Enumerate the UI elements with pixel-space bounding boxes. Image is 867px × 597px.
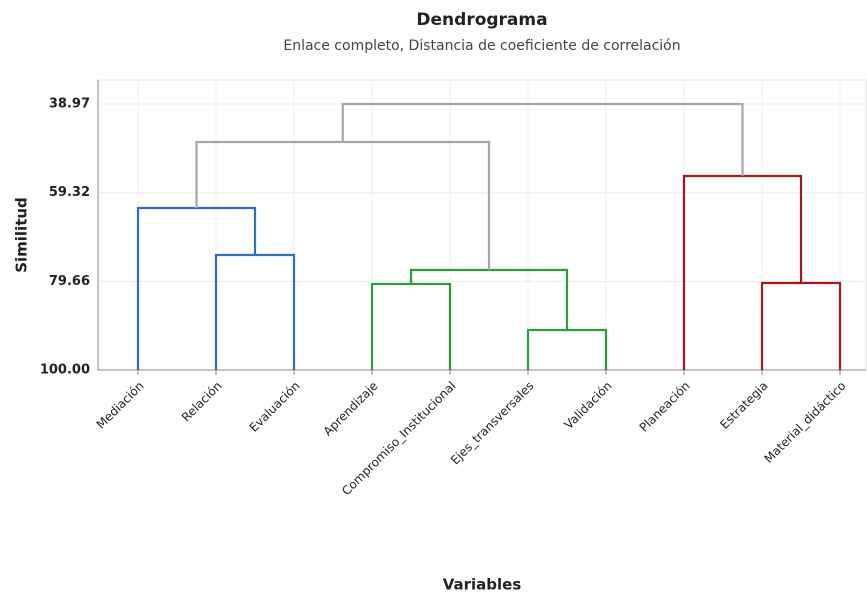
plot-frame: [97, 79, 867, 371]
y-axis-label: Similitud: [13, 197, 31, 273]
dendrogram-link: [136, 206, 257, 370]
dendrogram-link: [760, 281, 842, 370]
dendrogram-link: [409, 268, 569, 331]
leaf-label: Planeación: [637, 379, 693, 435]
dendrogram-link: [370, 282, 452, 370]
y-tick-label: 38.97: [49, 97, 90, 112]
dendrogram-link: [214, 253, 296, 370]
leaf-label: Estrategia: [717, 379, 770, 432]
leaf-label: Ejes_transversales: [448, 379, 537, 468]
leaf-label: Evaluación: [247, 379, 303, 435]
y-tick-label: 59.32: [49, 185, 90, 200]
x-axis-label: Variables: [443, 576, 522, 594]
dendrogram-link: [526, 328, 608, 370]
chart-title: Dendrograma: [416, 10, 547, 30]
leaf-label: Mediación: [94, 379, 147, 432]
y-tick-label: 100.00: [40, 363, 90, 378]
chart-subtitle: Enlace completo, Distancia de coeficient…: [283, 38, 680, 54]
dendrogram-link: [195, 140, 491, 271]
leaf-label: Relación: [179, 379, 225, 425]
leaf-label: Validación: [561, 379, 614, 432]
dendrogram-link: [682, 174, 803, 370]
leaf-label: Material_didáctico: [761, 379, 848, 466]
y-tick-label: 79.66: [49, 274, 90, 289]
leaf-label: Aprendizaje: [321, 379, 381, 439]
dendrogram-link: [341, 102, 744, 177]
